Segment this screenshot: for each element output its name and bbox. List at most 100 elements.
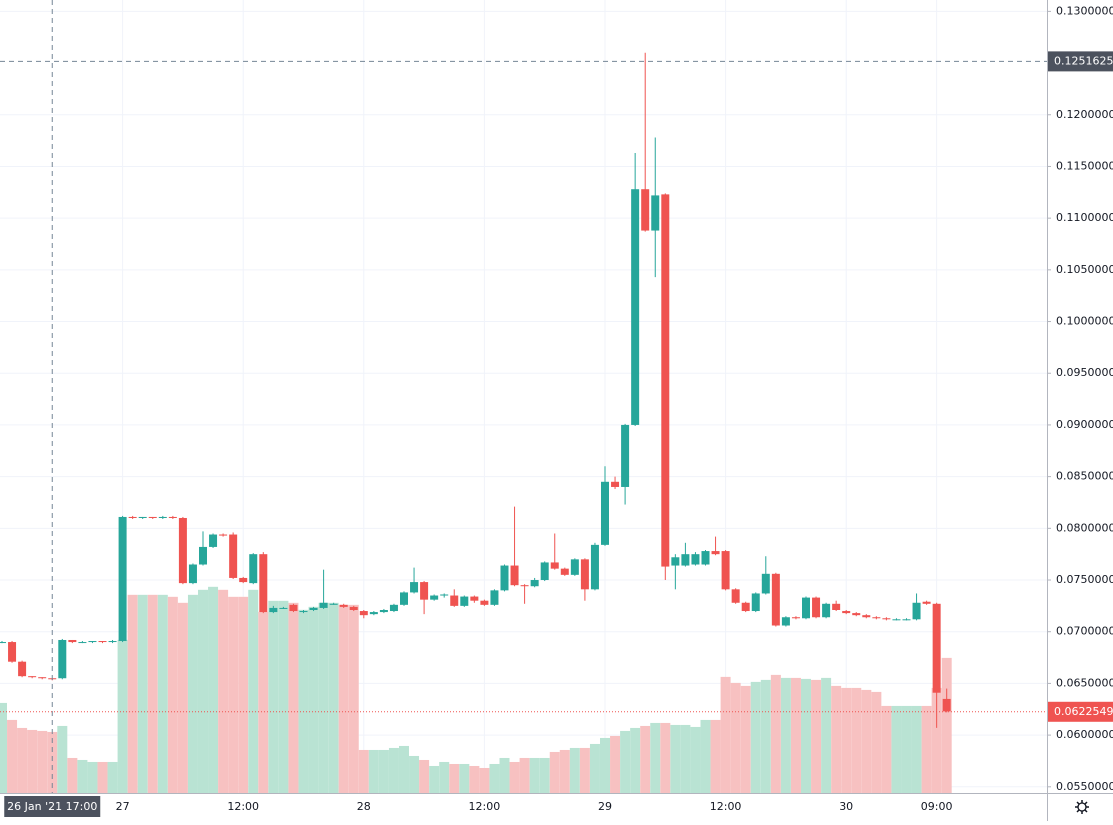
candle-body: [239, 577, 248, 583]
volume-bar: [600, 737, 610, 793]
candle-body: [98, 641, 107, 643]
volume-bar: [97, 761, 108, 793]
volume-bar: [680, 724, 691, 793]
gear-teeth[interactable]: [1075, 800, 1089, 814]
candle-body: [68, 639, 77, 643]
crosshair-time-label: 26 Jan '21 17:00: [7, 800, 97, 813]
candle-body: [168, 516, 177, 518]
volume-bar: [911, 705, 922, 793]
candle-body: [781, 617, 790, 626]
volume-bar: [177, 602, 188, 793]
candle-body: [882, 618, 891, 620]
volume-bar: [539, 757, 550, 793]
candle-body: [802, 597, 810, 619]
candle-body: [28, 676, 37, 678]
candle-body: [751, 593, 760, 612]
candle-body: [842, 611, 851, 614]
candle-body: [309, 607, 318, 610]
candle-body: [611, 481, 620, 487]
volume-bar: [27, 729, 38, 793]
candle-body: [108, 641, 117, 643]
volume-bar: [388, 747, 399, 793]
candle-body: [711, 551, 720, 555]
candle-body: [188, 564, 197, 584]
x-tick-label: 30: [839, 800, 853, 813]
candle-body: [329, 603, 338, 605]
candle-body: [601, 481, 609, 545]
candle-body: [219, 534, 228, 536]
volume-bar: [298, 609, 309, 793]
overlay: [0, 0, 1047, 793]
volume-bar: [419, 759, 430, 793]
candle-body: [349, 606, 358, 610]
candle-body: [852, 613, 861, 616]
x-tick-label: 09:00: [921, 800, 953, 813]
candle-body: [490, 590, 499, 605]
volume-bar: [469, 765, 480, 793]
candle-body: [450, 595, 459, 606]
candle-body: [872, 617, 881, 619]
volume-bar: [841, 687, 852, 793]
candle-body: [621, 424, 630, 487]
volume-bar: [579, 747, 590, 793]
volume-bar: [881, 705, 892, 793]
candle-body: [339, 604, 348, 607]
volume-bar: [831, 685, 842, 793]
x-tick-label: 27: [116, 800, 130, 813]
candle-body: [731, 589, 740, 603]
volume-bar: [358, 749, 369, 793]
candle-body: [289, 604, 298, 612]
last-price-label: 0.06225494: [1054, 705, 1113, 718]
volume-bar: [228, 596, 239, 793]
volume-bar: [57, 725, 68, 793]
candle-body: [279, 607, 288, 609]
candle-body: [420, 582, 429, 600]
volume-bar: [821, 677, 832, 793]
candle-body: [400, 592, 408, 605]
candle-body: [18, 661, 27, 677]
volume-bar: [328, 602, 339, 793]
volume-bar: [318, 602, 329, 793]
candle-body: [681, 554, 690, 566]
volume-bar: [770, 674, 781, 793]
settings-icon[interactable]: [1075, 800, 1089, 814]
volume-bar: [348, 604, 359, 793]
volume-bar: [208, 586, 219, 793]
candle-body: [691, 554, 700, 565]
volume-bar: [449, 763, 460, 793]
candle-body: [78, 642, 87, 644]
candle-body: [510, 565, 519, 586]
candle-body: [721, 551, 730, 590]
volume-bar: [258, 611, 269, 793]
candle-body: [671, 557, 680, 566]
volume-bar: [811, 679, 822, 793]
candle-body: [209, 534, 218, 547]
volume-bar: [288, 602, 299, 793]
candle-body: [590, 544, 599, 590]
candle-body: [460, 596, 469, 606]
volume-bar: [569, 747, 580, 793]
candle-body: [771, 573, 780, 626]
candle-body: [661, 194, 670, 567]
volume-bar: [529, 757, 540, 793]
candle-body: [389, 604, 398, 612]
volume-bar: [17, 727, 28, 793]
volume-bar: [730, 682, 741, 793]
candle-body: [701, 551, 710, 565]
y-tick-label: 0.13000000: [1056, 4, 1113, 17]
candle-body: [249, 554, 258, 584]
volume-bar: [238, 596, 249, 793]
candle-body: [480, 600, 489, 605]
volume-bar: [620, 730, 631, 793]
volume-bar: [147, 594, 158, 793]
volume-bar: [399, 745, 409, 793]
candle-body: [580, 559, 589, 590]
volume-bar: [801, 678, 811, 793]
volume-bar: [268, 600, 279, 793]
candle-body: [379, 610, 388, 613]
